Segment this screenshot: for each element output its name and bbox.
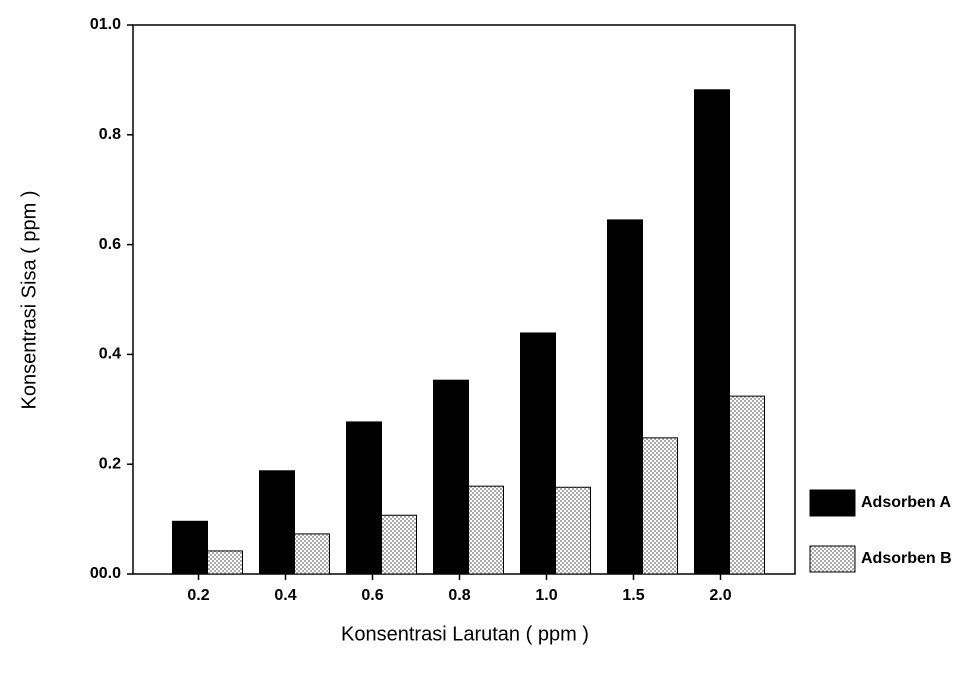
y-tick-label: 0.2 [99,455,121,472]
bar [173,521,208,574]
bar [556,487,591,574]
bar [608,220,643,574]
x-tick-label: 0.2 [187,587,209,604]
legend-swatch [810,546,855,572]
bar [434,380,469,574]
x-tick-label: 1.0 [535,587,557,604]
bar [382,515,417,574]
chart: Konsentrasi Larutan ( ppm ) Konsentrasi … [0,0,975,673]
y-axis-label: Konsentrasi Sisa ( ppm ) [18,191,40,410]
bar [521,333,556,574]
x-tick-label: 0.6 [361,587,383,604]
bar [208,551,243,574]
legend-label: Adsorben B [861,550,952,567]
bar [730,396,765,574]
y-tick-label: 0.4 [99,346,121,363]
y-tick-label: 01.0 [90,16,121,33]
bar [295,534,330,574]
bar [347,422,382,574]
y-tick-label: 0.6 [99,236,121,253]
bar [260,471,295,574]
y-tick-label: 0.8 [99,126,121,143]
x-axis-label: Konsentrasi Larutan ( ppm ) [341,623,589,645]
x-tick-label: 1.5 [622,587,644,604]
bar [643,438,678,574]
x-tick-label: 0.4 [274,587,296,604]
x-tick-label: 2.0 [709,587,731,604]
legend-swatch [810,490,855,516]
legend-label: Adsorben A [861,494,952,511]
bar [695,90,730,574]
y-tick-label: 00.0 [90,565,121,582]
x-tick-label: 0.8 [448,587,470,604]
bar [469,486,504,574]
